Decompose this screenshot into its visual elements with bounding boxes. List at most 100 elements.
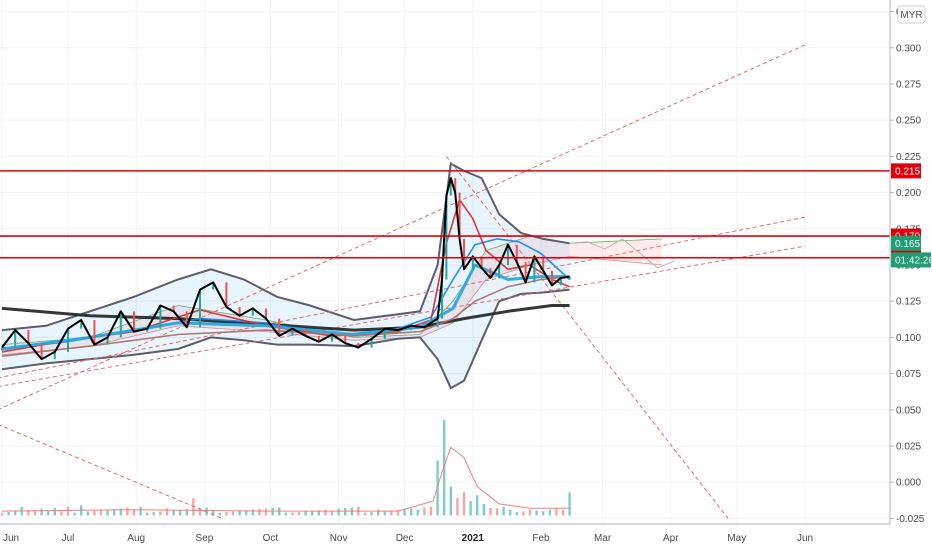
volume-bar: [106, 509, 109, 516]
trendline: [0, 44, 806, 410]
volume-bar: [522, 511, 525, 516]
volume-bar: [218, 512, 221, 516]
price-candle: [507, 244, 509, 265]
price-candle: [551, 270, 553, 286]
volume-bars: [0, 419, 571, 516]
y-tick-label: 0.025: [896, 441, 921, 452]
price-candle: [463, 238, 465, 270]
y-tick-label: 0.075: [896, 369, 921, 380]
volume-bar: [53, 507, 56, 516]
volume-bar: [330, 511, 334, 516]
volume-bar: [185, 509, 188, 516]
volume-bar: [469, 501, 472, 516]
price-candle: [568, 276, 571, 280]
price-candle: [172, 305, 175, 312]
price-candle: [449, 178, 452, 196]
volume-bar: [383, 510, 386, 516]
trendlines: [0, 44, 806, 519]
volume-bar: [502, 506, 505, 516]
price-candle: [199, 289, 201, 328]
price-candle: [370, 338, 373, 348]
volume-bar: [165, 508, 169, 516]
price-candle: [498, 264, 501, 279]
x-tick-label: Nov: [330, 533, 348, 544]
x-tick-label: Oct: [263, 533, 279, 544]
volume-bar: [119, 508, 122, 516]
price-candle: [265, 308, 267, 319]
price-candle: [225, 282, 228, 307]
trendline: [0, 245, 806, 387]
volume-bar: [456, 498, 459, 516]
x-tick-label: 2021: [462, 533, 485, 544]
volume-bar: [66, 506, 70, 516]
volume-bar: [225, 512, 228, 516]
volume-bar: [238, 510, 241, 516]
x-tick-label: Feb: [532, 533, 550, 544]
volume-bar: [99, 509, 103, 516]
x-tick-label: Jun: [3, 533, 19, 544]
price-candle: [212, 282, 215, 290]
price-candle: [436, 318, 439, 328]
bollinger-bands: [1, 162, 570, 390]
volume-bar: [377, 509, 380, 516]
volume-bar: [423, 507, 426, 516]
bollinger-lower: [1, 288, 570, 390]
currency-badge[interactable]: MYR: [897, 5, 926, 24]
volume-bar: [410, 508, 413, 516]
volume-bar: [509, 509, 512, 516]
volume-bar: [93, 510, 96, 516]
volume-bar: [304, 511, 307, 516]
volume-bar: [152, 512, 155, 516]
y-tick-label: 0.275: [896, 79, 921, 90]
price-candle: [344, 334, 347, 344]
y-tick-label: 0.300: [896, 43, 921, 54]
volume-bar: [429, 506, 433, 516]
price-line: [1, 177, 571, 361]
price-candle: [304, 328, 307, 336]
trendline: [0, 216, 806, 378]
price-candle: [480, 256, 483, 268]
volume-bar: [542, 511, 545, 516]
volume-bar: [212, 509, 215, 516]
volume-bar: [245, 511, 248, 516]
price-candle: [119, 311, 122, 338]
price-tag-label: 0.215: [895, 166, 920, 177]
volume-ma-line: [1, 446, 570, 512]
volume-bar: [489, 507, 492, 516]
horizontal-levels[interactable]: [0, 170, 890, 259]
volume-bar: [416, 509, 419, 516]
price-candle: [67, 328, 69, 352]
forecast-path: [569, 238, 676, 269]
price-candle: [106, 337, 109, 345]
price-candle: [317, 335, 320, 342]
volume-bar: [390, 510, 393, 516]
price-candle: [471, 256, 474, 270]
price-candle: [489, 267, 492, 279]
volume-bar: [139, 506, 142, 516]
price-candle: [331, 334, 333, 342]
price-candle: [458, 192, 461, 239]
close-line: [1, 177, 570, 361]
volume-bar: [561, 509, 565, 516]
price-candle: [278, 318, 281, 336]
bollinger-upper: [1, 162, 570, 332]
price-tag-label: 0.165: [895, 239, 920, 250]
price-tag: [891, 252, 931, 268]
volume-bar: [113, 509, 116, 516]
currency-badge-label: MYR: [900, 10, 922, 21]
volume-bar: [40, 509, 43, 516]
y-tick-label: 0.250: [896, 116, 921, 127]
price-candle: [133, 311, 135, 332]
price-tag-label: 01:42:26: [895, 255, 932, 266]
volume-bar: [73, 512, 76, 516]
bollinger-fill: [2, 163, 570, 389]
volume-bar: [449, 486, 452, 516]
price-candle: [559, 278, 562, 286]
volume-bar: [528, 509, 532, 516]
volume-bar: [33, 509, 37, 516]
volume-bar: [548, 509, 551, 516]
price-candle: [40, 343, 43, 360]
volume-bar: [363, 512, 367, 516]
